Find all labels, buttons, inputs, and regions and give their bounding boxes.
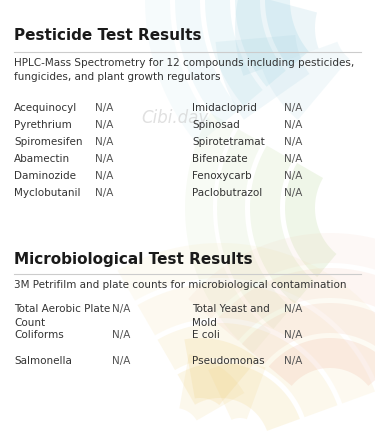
Polygon shape xyxy=(235,0,319,76)
Text: N/A: N/A xyxy=(284,304,302,314)
Text: N/A: N/A xyxy=(284,356,302,366)
Polygon shape xyxy=(138,283,375,404)
Text: Coliforms: Coliforms xyxy=(14,330,64,340)
Polygon shape xyxy=(217,129,291,329)
Text: Myclobutanil: Myclobutanil xyxy=(14,188,81,198)
Text: Abamectin: Abamectin xyxy=(14,154,70,164)
Text: Pyrethrium: Pyrethrium xyxy=(14,120,72,130)
Text: N/A: N/A xyxy=(95,171,113,181)
Text: HPLC-Mass Spectrometry for 12 compounds including pesticides,
fungicides, and pl: HPLC-Mass Spectrometry for 12 compounds … xyxy=(14,58,354,82)
Text: Acequinocyl: Acequinocyl xyxy=(14,103,77,113)
Polygon shape xyxy=(269,338,375,386)
Text: Total Aerobic Plate
Count: Total Aerobic Plate Count xyxy=(14,304,110,328)
Text: N/A: N/A xyxy=(284,154,302,164)
Text: Cibi.day: Cibi.day xyxy=(141,109,208,127)
Text: N/A: N/A xyxy=(95,137,113,147)
Polygon shape xyxy=(175,0,240,125)
Polygon shape xyxy=(250,146,314,304)
Text: N/A: N/A xyxy=(112,304,130,314)
Polygon shape xyxy=(216,35,309,120)
Text: N/A: N/A xyxy=(95,120,113,130)
Polygon shape xyxy=(205,0,263,106)
Text: N/A: N/A xyxy=(284,188,302,198)
Text: 3M Petrifilm and plate counts for microbiological contamination: 3M Petrifilm and plate counts for microb… xyxy=(14,280,346,290)
Text: N/A: N/A xyxy=(284,120,302,130)
Text: N/A: N/A xyxy=(284,330,302,340)
Text: N/A: N/A xyxy=(95,154,113,164)
Text: Bifenazate: Bifenazate xyxy=(192,154,248,164)
Text: Spinosad: Spinosad xyxy=(192,120,240,130)
Polygon shape xyxy=(158,323,338,417)
Polygon shape xyxy=(117,243,375,390)
Text: Daminozide: Daminozide xyxy=(14,171,76,181)
Text: Salmonella: Salmonella xyxy=(14,356,72,366)
Text: Pesticide Test Results: Pesticide Test Results xyxy=(14,28,201,43)
Polygon shape xyxy=(185,113,271,353)
Polygon shape xyxy=(208,363,266,420)
Text: N/A: N/A xyxy=(112,330,130,340)
Text: N/A: N/A xyxy=(284,171,302,181)
Polygon shape xyxy=(184,338,258,405)
Text: N/A: N/A xyxy=(95,103,113,113)
Polygon shape xyxy=(265,0,309,68)
Text: N/A: N/A xyxy=(112,356,130,366)
Polygon shape xyxy=(145,0,217,145)
Text: Fenoxycarb: Fenoxycarb xyxy=(192,171,252,181)
Polygon shape xyxy=(242,303,375,363)
Text: Total Yeast and
Mold: Total Yeast and Mold xyxy=(192,304,270,328)
Text: N/A: N/A xyxy=(284,103,302,113)
Text: Pseudomonas: Pseudomonas xyxy=(192,356,265,366)
Polygon shape xyxy=(188,233,375,319)
Text: E coli: E coli xyxy=(192,330,220,340)
Text: Imidacloprid: Imidacloprid xyxy=(192,103,257,113)
Polygon shape xyxy=(262,42,349,120)
Polygon shape xyxy=(177,363,300,431)
Polygon shape xyxy=(179,354,244,421)
Polygon shape xyxy=(285,163,336,277)
Text: Paclobutrazol: Paclobutrazol xyxy=(192,188,262,198)
Polygon shape xyxy=(235,0,286,87)
Polygon shape xyxy=(215,268,375,341)
Text: Microbiological Test Results: Microbiological Test Results xyxy=(14,252,253,267)
Text: Spirotetramat: Spirotetramat xyxy=(192,137,265,147)
Text: N/A: N/A xyxy=(95,188,113,198)
Text: Spiromesifen: Spiromesifen xyxy=(14,137,82,147)
Text: N/A: N/A xyxy=(284,137,302,147)
